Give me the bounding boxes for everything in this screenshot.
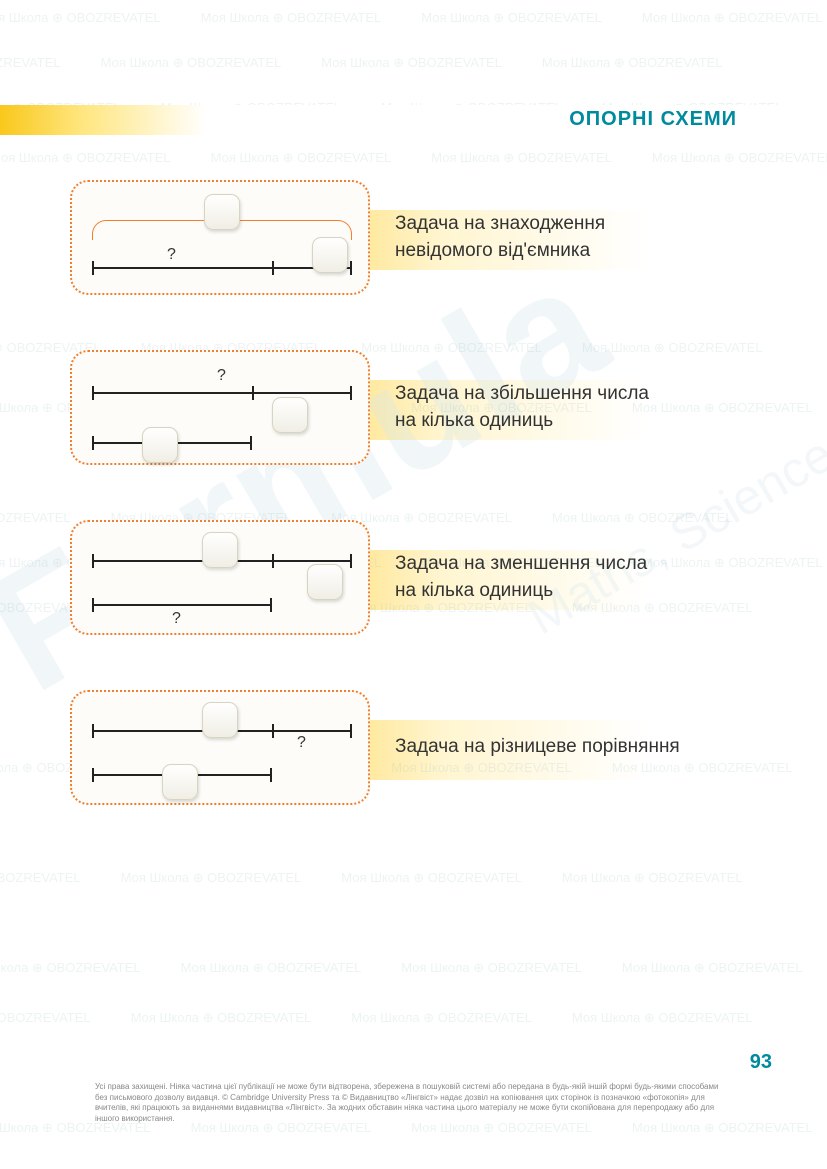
chip bbox=[162, 764, 198, 800]
segment-bottom bbox=[92, 604, 272, 606]
label-line: Задача на різницеве порівняння bbox=[395, 734, 680, 761]
label-line: Задача на збільшення числа bbox=[395, 381, 649, 408]
scheme-row-4: ? Задача на різницеве порівняння bbox=[70, 690, 760, 805]
scheme-row-3: ? Задача на зменшення числа на кілька од… bbox=[70, 520, 760, 635]
segment-top bbox=[92, 392, 352, 394]
label-line: невідомого від'ємника bbox=[395, 238, 605, 265]
schemes-container: ? Задача на знаходження невідомого від'є… bbox=[70, 180, 760, 860]
page-number: 93 bbox=[750, 1051, 772, 1074]
scheme-row-1: ? Задача на знаходження невідомого від'є… bbox=[70, 180, 760, 295]
chip bbox=[202, 702, 238, 738]
scheme-box-4: ? bbox=[70, 690, 370, 805]
label-line: Задача на знаходження bbox=[395, 211, 605, 238]
scheme-label-4: Задача на різницеве порівняння bbox=[395, 734, 680, 761]
copyright-text: Усі права захищені. Ніяка частина цієї п… bbox=[95, 1082, 732, 1124]
chip bbox=[272, 397, 308, 433]
scheme-label-1: Задача на знаходження невідомого від'ємн… bbox=[395, 211, 605, 264]
label-line: на кілька одиниць bbox=[395, 578, 647, 605]
scheme-box-1: ? bbox=[70, 180, 370, 295]
chip bbox=[307, 564, 343, 600]
question-mark: ? bbox=[217, 367, 226, 385]
label-line: Задача на зменшення числа bbox=[395, 551, 647, 578]
chip bbox=[202, 532, 238, 568]
chip bbox=[204, 194, 240, 230]
question-mark: ? bbox=[167, 246, 176, 264]
scheme-box-2: ? bbox=[70, 350, 370, 465]
question-mark: ? bbox=[172, 610, 181, 628]
chip bbox=[312, 237, 348, 273]
scheme-label-3: Задача на зменшення числа на кілька один… bbox=[395, 551, 647, 604]
question-mark: ? bbox=[297, 734, 306, 752]
label-line: на кілька одиниць bbox=[395, 408, 649, 435]
page-title: ОПОРНІ СХЕМИ bbox=[569, 108, 737, 131]
scheme-row-2: ? Задача на збільшення числа на кілька о… bbox=[70, 350, 760, 465]
scheme-box-3: ? bbox=[70, 520, 370, 635]
chip bbox=[142, 427, 178, 463]
scheme-label-2: Задача на збільшення числа на кілька оди… bbox=[395, 381, 649, 434]
